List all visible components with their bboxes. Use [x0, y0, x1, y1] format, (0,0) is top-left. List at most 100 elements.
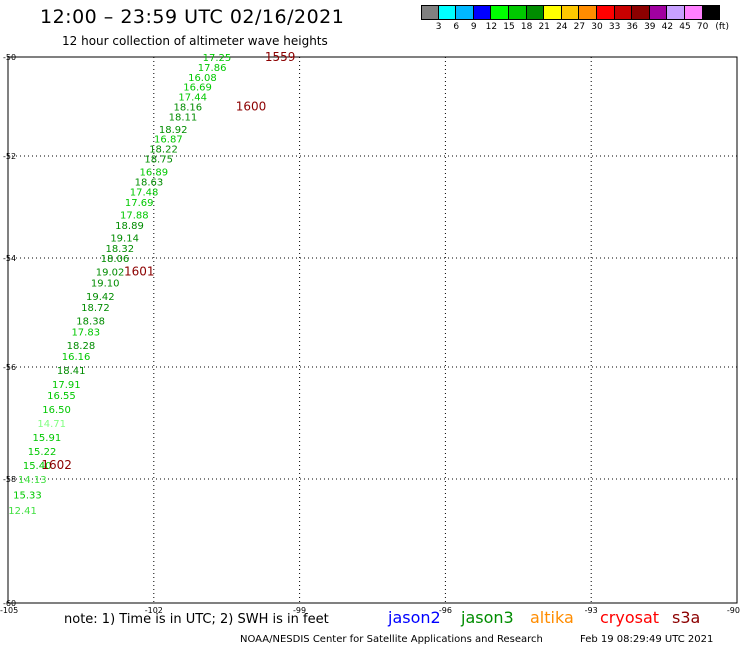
- wave-height-label: 19.14: [110, 234, 139, 245]
- map-title: 12:00 – 23:59 UTC 02/16/2021: [40, 6, 345, 28]
- legend-label: 24: [556, 22, 568, 32]
- footnote: note: 1) Time is in UTC; 2) SWH is in fe…: [64, 612, 329, 627]
- map-subtitle: 12 hour collection of altimeter wave hei…: [62, 34, 328, 48]
- wave-height-label: 18.72: [81, 303, 110, 314]
- lon-tick-label: -102: [145, 606, 163, 615]
- legend-swatch: [473, 5, 492, 20]
- legend-label: 33: [608, 22, 621, 32]
- legend-swatch: [421, 5, 439, 20]
- wave-height-label: 18.75: [144, 155, 173, 166]
- wave-height-label: 16.89: [139, 167, 168, 178]
- wave-height-label: 16.08: [188, 73, 217, 84]
- satellite-label: s3a: [672, 608, 701, 627]
- legend-label: 3: [435, 22, 442, 32]
- legend-swatch: [526, 5, 545, 20]
- lon-tick-label: -90: [727, 606, 740, 615]
- wave-height-label: 18.92: [159, 125, 188, 136]
- wave-height-label: 16.55: [47, 391, 76, 402]
- legend-swatch: [614, 5, 633, 20]
- wave-height-label: 18.32: [105, 244, 134, 255]
- map-frame: [7, 56, 738, 604]
- lat-tick-label: -50: [3, 53, 16, 62]
- wave-height-label: 15.91: [33, 433, 62, 444]
- wave-height-label: 18.41: [57, 366, 86, 377]
- legend-label: 6: [453, 22, 460, 32]
- satellite-label: cryosat: [600, 608, 660, 627]
- wave-height-label: 17.91: [52, 380, 81, 391]
- legend-label: 39: [644, 22, 656, 32]
- wave-height-label: 16.16: [62, 352, 91, 363]
- time-label: 1600: [236, 100, 267, 114]
- wave-height-label: 15.22: [28, 447, 57, 458]
- lon-tick-label: -105: [0, 606, 18, 615]
- color-legend: [421, 5, 721, 20]
- wave-height-label: 18.11: [169, 112, 198, 123]
- wave-height-label: 15.40: [23, 461, 52, 472]
- wave-height-label: 14.13: [18, 475, 47, 486]
- legend-label: 30: [591, 22, 603, 32]
- time-label: 1602: [41, 458, 72, 472]
- satellite-label: jason2: [388, 608, 441, 627]
- legend-swatch: [632, 5, 650, 20]
- legend-swatch: [702, 5, 721, 20]
- time-label: 1601: [124, 265, 155, 279]
- wave-height-label: 16.69: [183, 83, 212, 94]
- legend-swatch: [684, 5, 703, 20]
- wave-height-label: 17.48: [130, 188, 159, 199]
- wave-height-label: 14.71: [37, 419, 66, 430]
- wave-height-label: 15.33: [13, 491, 42, 502]
- legend-swatch: [544, 5, 562, 20]
- satellite-label: altika: [530, 608, 574, 627]
- wave-height-label: 19.10: [91, 279, 120, 290]
- legend-label: 42: [661, 22, 674, 32]
- legend-swatch: [508, 5, 527, 20]
- legend-label: 12: [485, 22, 498, 32]
- wave-height-label: 17.69: [125, 198, 154, 209]
- legend-label: 21: [538, 22, 550, 32]
- wave-height-label: 18.38: [76, 317, 105, 328]
- wave-height-label: 18.06: [101, 254, 130, 265]
- legend-label: (ft): [715, 22, 729, 32]
- lat-tick-label: -56: [3, 363, 16, 372]
- time-label: 1559: [265, 50, 296, 64]
- legend-label: 27: [573, 22, 586, 32]
- legend-swatch: [456, 5, 474, 20]
- wave-height-label: 16.87: [154, 135, 183, 146]
- legend-swatch: [491, 5, 509, 20]
- lon-tick-label: -99: [293, 606, 306, 615]
- legend-swatch: [438, 5, 457, 20]
- wave-height-label: 18.22: [149, 145, 178, 156]
- legend-swatch: [649, 5, 668, 20]
- wave-height-label: 19.02: [96, 268, 125, 279]
- legend-swatch: [561, 5, 580, 20]
- wave-height-label: 17.83: [71, 328, 100, 339]
- legend-label: 15: [503, 22, 515, 32]
- legend-swatch: [579, 5, 597, 20]
- color-legend-labels: 3 6 9 12 15 18 21 24 27 30 33 36 39 42 45 70 (ft): [421, 22, 740, 34]
- wave-height-label: 17.88: [120, 211, 149, 222]
- legend-label: 9: [470, 22, 477, 32]
- wave-height-label: 18.16: [173, 103, 202, 114]
- wave-height-label: 16.50: [42, 405, 71, 416]
- lat-tick-label: -58: [3, 475, 16, 484]
- satellite-label: jason3: [461, 608, 514, 627]
- lon-tick-label: -93: [585, 606, 598, 615]
- lat-tick-label: -52: [3, 152, 16, 161]
- wave-height-label: 12.41: [8, 506, 37, 517]
- lat-tick-label: -54: [3, 254, 16, 263]
- lat-tick-label: -60: [3, 599, 16, 608]
- credit-line: NOAA/NESDIS Center for Satellite Applica…: [240, 634, 543, 645]
- legend-label: 45: [679, 22, 691, 32]
- wave-height-label: 18.89: [115, 221, 144, 232]
- wave-height-label: 17.25: [203, 53, 232, 64]
- lon-tick-label: -96: [439, 606, 452, 615]
- wave-height-label: 18.63: [135, 178, 164, 189]
- legend-swatch: [667, 5, 685, 20]
- wave-height-label: 19.42: [86, 292, 115, 303]
- legend-label: 70: [696, 22, 709, 32]
- wave-height-label: 17.44: [178, 93, 207, 104]
- legend-swatch: [596, 5, 615, 20]
- legend-label: 36: [626, 22, 638, 32]
- wave-height-label: 17.86: [198, 63, 227, 74]
